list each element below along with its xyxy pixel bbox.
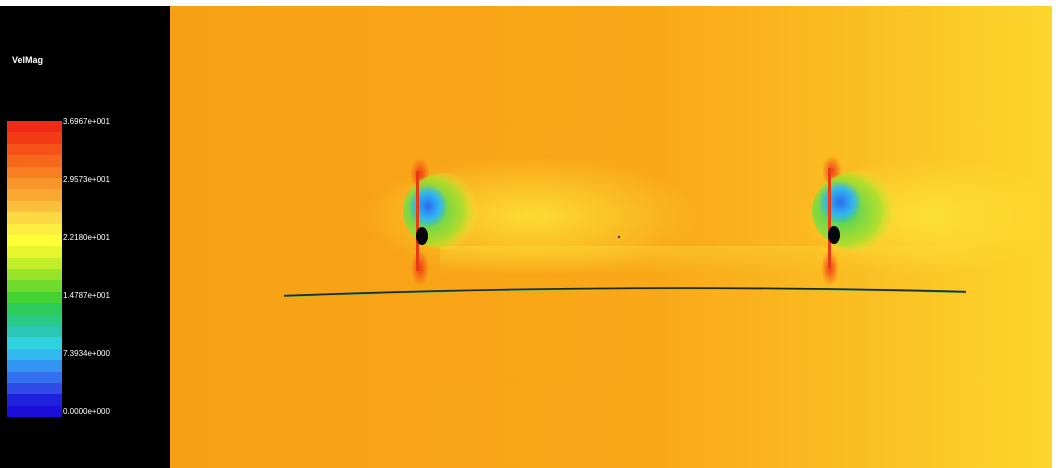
colorbar-band (7, 337, 62, 349)
colorbar-band (7, 246, 62, 258)
colorbar (7, 121, 62, 418)
colorbar-band (7, 166, 62, 178)
legend-tick-label: 2.2180e+001 (63, 233, 110, 242)
colorbar-band (7, 291, 62, 304)
colorbar-band (7, 189, 62, 201)
colorbar-band (7, 405, 62, 418)
colorbar-band (7, 177, 62, 190)
legend-tick-label: 2.9573e+001 (63, 175, 110, 184)
legend-tick-label: 1.4787e+001 (63, 291, 110, 300)
surface-line (283, 287, 967, 298)
legend-tick-label: 7.3934e+000 (63, 349, 110, 358)
visualization-viewport: VelMag 3.6967e+001 2.9573e+001 2.2180e+0… (0, 6, 1052, 468)
colorbar-band (7, 132, 62, 144)
colorbar-band (7, 360, 62, 372)
legend-tick-label: 0.0000e+000 (63, 407, 110, 416)
colorbar-band (7, 280, 62, 292)
legend-tick-label: 3.6967e+001 (63, 117, 110, 126)
colorbar-band (7, 143, 62, 156)
colorbar-band (7, 155, 62, 167)
legend-title: VelMag (12, 55, 44, 65)
colorbar-band (7, 212, 62, 224)
velocity-field-svg (170, 6, 1052, 468)
velocity-field-render (170, 6, 1052, 468)
colorbar-band (7, 394, 62, 406)
colorbar-band (7, 269, 62, 281)
obstacle-right (812, 155, 908, 286)
colorbar-band (7, 348, 62, 361)
colorbar-band (7, 121, 62, 133)
colorbar-band (7, 200, 62, 213)
colorbar-band (7, 371, 62, 383)
colorbar-band (7, 257, 62, 270)
colorbar-band (7, 234, 62, 247)
colorbar-band (7, 314, 62, 327)
colorbar-band (7, 326, 62, 338)
colorbar-band (7, 223, 62, 235)
colorbar-band (7, 382, 62, 395)
legend-panel: VelMag 3.6967e+001 2.9573e+001 2.2180e+0… (0, 6, 170, 468)
colorbar-band (7, 303, 62, 315)
obstacle-left (403, 158, 487, 286)
probe-point (617, 235, 621, 239)
